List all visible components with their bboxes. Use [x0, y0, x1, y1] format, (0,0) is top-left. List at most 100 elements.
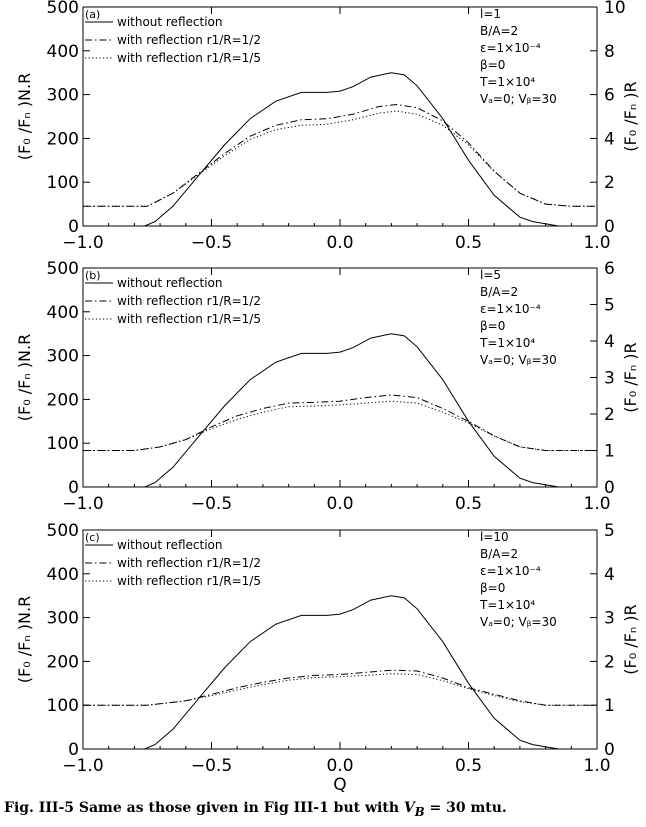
x-axis-label: Q — [333, 775, 346, 795]
parameter-label: ε=1×10⁻⁴ — [480, 302, 541, 316]
x-tick-label: 0.5 — [455, 494, 482, 514]
parameter-label: ε=1×10⁻⁴ — [480, 41, 541, 55]
x-tick-label: 0.0 — [326, 494, 353, 514]
y-right-tick-label: 8 — [604, 42, 615, 62]
panel-3: 0 100 200 300 400 500 0 1 2 3 4 5 −1.0 −0.5 0.0 0.5 1.0 (… — [15, 521, 640, 776]
x-tick-label: −0.5 — [191, 233, 232, 253]
y-right-tick-label: 2 — [604, 173, 615, 193]
y-right-tick-label: 6 — [604, 86, 615, 106]
y-right-axis-label: (F₀ /Fₙ )R — [621, 604, 640, 674]
y-left-axis-label: (F₀ /Fₙ )N.R — [15, 334, 34, 421]
parameter-label: T=1×10⁴ — [479, 336, 535, 350]
panel-1: 0 100 200 300 400 500 0 2 4 6 8 10 −1.0 −0.5 0.0 0.5 1.0… — [15, 0, 640, 253]
y-left-tick-label: 200 — [47, 390, 79, 410]
parameter-label: Vₐ=0; Vᵦ=30 — [480, 92, 557, 106]
x-tick-label: 0.0 — [326, 756, 353, 776]
caption-suffix: = 30 mtu. — [424, 800, 507, 816]
y-right-tick-label: 2 — [604, 652, 615, 672]
y-right-tick-label: 0 — [604, 478, 615, 498]
y-left-tick-label: 200 — [47, 652, 79, 672]
series-line — [83, 103, 597, 207]
y-right-tick-label: 3 — [604, 609, 615, 629]
x-tick-label: 1.0 — [583, 494, 610, 514]
y-left-tick-label: 500 — [47, 259, 79, 279]
y-left-axis-label: (F₀ /Fₙ )N.R — [15, 73, 34, 160]
y-left-tick-label: 400 — [47, 42, 79, 62]
y-left-tick-label: 100 — [47, 173, 79, 193]
y-left-tick-label: 300 — [47, 86, 79, 106]
legend-label: with reflection r1/R=1/5 — [117, 574, 261, 588]
legend-label: with reflection r1/R=1/2 — [117, 556, 261, 570]
y-right-tick-label: 0 — [604, 740, 615, 760]
y-left-tick-label: 0 — [68, 740, 79, 760]
series-line — [83, 669, 597, 706]
x-tick-label: −1.0 — [62, 233, 103, 253]
x-tick-label: −0.5 — [191, 756, 232, 776]
parameter-label: T=1×10⁴ — [479, 598, 535, 612]
x-tick-label: −1.0 — [62, 756, 103, 776]
legend-label: with reflection r1/R=1/5 — [117, 312, 261, 326]
y-left-tick-label: 200 — [47, 129, 79, 149]
x-tick-label: 0.0 — [326, 233, 353, 253]
legend-label: with reflection r1/R=1/2 — [117, 33, 261, 47]
y-right-tick-label: 4 — [604, 565, 615, 585]
y-right-tick-label: 3 — [604, 369, 615, 389]
y-left-tick-label: 100 — [47, 434, 79, 454]
y-left-tick-label: 400 — [47, 565, 79, 585]
parameter-label: l=1 — [480, 7, 501, 21]
legend-label: with reflection r1/R=1/5 — [117, 51, 261, 65]
y-right-axis-label: (F₀ /Fₙ )R — [621, 342, 640, 412]
y-left-tick-label: 500 — [47, 0, 79, 18]
series-line — [83, 110, 597, 207]
series-line — [83, 72, 597, 227]
parameter-label: B/A=2 — [480, 547, 518, 561]
y-right-tick-label: 4 — [604, 332, 615, 352]
parameter-label: l=5 — [480, 268, 501, 282]
y-right-tick-label: 10 — [604, 0, 626, 18]
legend-label: without reflection — [117, 538, 223, 552]
panel-label: (a) — [85, 8, 100, 21]
series-line — [83, 333, 597, 488]
parameter-label: β=0 — [480, 58, 505, 72]
y-left-tick-label: 300 — [47, 609, 79, 629]
panel-2: 0 100 200 300 400 500 0 1 2 3 4 5 6 −1.0 −0.5 0.0 0.5 1.0… — [15, 259, 640, 514]
y-right-tick-label: 0 — [604, 217, 615, 237]
y-left-tick-label: 0 — [68, 478, 79, 498]
parameter-label: β=0 — [480, 581, 505, 595]
y-right-tick-label: 4 — [604, 129, 615, 149]
series-line — [83, 595, 597, 750]
parameter-label: B/A=2 — [480, 285, 518, 299]
parameter-label: l=10 — [480, 530, 509, 544]
y-left-tick-label: 0 — [68, 217, 79, 237]
series-line — [83, 673, 597, 706]
legend-label: without reflection — [117, 15, 223, 29]
parameter-label: Vₐ=0; Vᵦ=30 — [480, 353, 557, 367]
caption-variable: V — [403, 800, 415, 816]
y-right-tick-label: 1 — [604, 696, 615, 716]
y-right-tick-label: 5 — [604, 296, 615, 316]
y-left-tick-label: 500 — [47, 521, 79, 541]
parameter-label: Vₐ=0; Vᵦ=30 — [480, 615, 557, 629]
y-right-tick-label: 5 — [604, 521, 615, 541]
y-left-tick-label: 400 — [47, 303, 79, 323]
figure-caption: Fig. III-5 Same as those given in Fig II… — [4, 800, 644, 819]
legend-label: with reflection r1/R=1/2 — [117, 294, 261, 308]
x-tick-label: 0.5 — [455, 233, 482, 253]
panel-label: (c) — [85, 531, 100, 544]
legend-label: without reflection — [117, 276, 223, 290]
x-tick-label: 1.0 — [583, 756, 610, 776]
y-left-tick-label: 300 — [47, 347, 79, 367]
y-right-axis-label: (F₀ /Fₙ )R — [621, 81, 640, 151]
parameter-label: T=1×10⁴ — [479, 75, 535, 89]
x-tick-label: 0.5 — [455, 756, 482, 776]
y-right-tick-label: 6 — [604, 259, 615, 279]
y-right-tick-label: 1 — [604, 442, 615, 462]
caption-prefix: Fig. III-5 Same as those given in Fig II… — [4, 800, 404, 816]
parameter-label: ε=1×10⁻⁴ — [480, 564, 541, 578]
x-tick-label: −0.5 — [191, 494, 232, 514]
panel-label: (b) — [85, 269, 101, 282]
series-line — [83, 394, 597, 451]
parameter-label: B/A=2 — [480, 24, 518, 38]
series-line — [83, 400, 597, 451]
